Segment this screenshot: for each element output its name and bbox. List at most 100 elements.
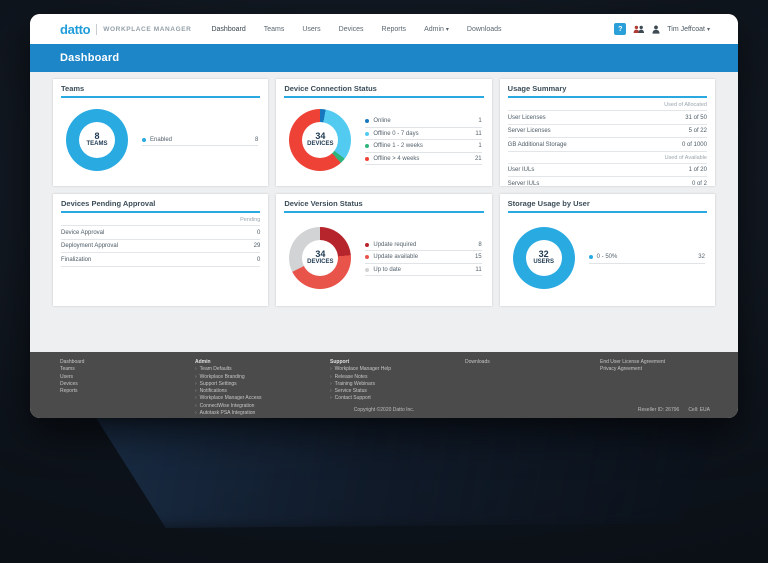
- nav-item-users[interactable]: Users: [302, 25, 321, 33]
- legend-label: Offline > 4 weeks: [373, 155, 420, 162]
- footer-legal-column: End User License Agreement Privacy Agree…: [600, 359, 710, 418]
- footer-link-autotask-psa-integration[interactable]: › Autotask PSA Integration: [195, 410, 330, 417]
- row-label: Finalization: [61, 256, 92, 263]
- footer-link-service-status[interactable]: › Service Status: [330, 388, 465, 395]
- pending-column-header: Pending: [61, 214, 261, 226]
- footer-link-notifications[interactable]: › Notifications: [195, 388, 330, 395]
- page-banner: Dashboard: [30, 44, 738, 72]
- legend-label: Up to date: [373, 266, 402, 273]
- nav-item-admin-label: Admin: [424, 25, 444, 33]
- card-device-connection-body: 34 DEVICES Online 1 Offline 0 - 7 days 1…: [284, 98, 483, 182]
- card-device-version-body: 34 DEVICES Update required 8 Update avai…: [284, 213, 483, 302]
- nav-item-admin[interactable]: Admin ▾: [424, 26, 449, 33]
- teams-count: 8: [94, 131, 100, 141]
- nav-item-dashboard[interactable]: Dashboard: [211, 25, 246, 33]
- footer-downloads-column: Downloads: [465, 359, 600, 418]
- table-row: User Licenses 31 of 50: [507, 111, 707, 125]
- legend-item: Offline > 4 weeks 21: [365, 153, 482, 165]
- footer-link-devices[interactable]: Devices: [60, 380, 78, 387]
- user-menu-label: Tim Jeffcoat: [667, 25, 705, 33]
- footer-link-release-notes[interactable]: › Release Notes: [330, 374, 465, 381]
- nav-item-teams[interactable]: Teams: [263, 25, 285, 33]
- chevron-down-icon: ▾: [706, 26, 710, 33]
- legend-value: 1: [478, 118, 482, 124]
- footer-link-privacy[interactable]: Privacy Agreement: [600, 366, 642, 373]
- footer-link-workplace-branding[interactable]: › Workplace Branding: [195, 374, 330, 381]
- devices-count: 34: [315, 248, 326, 259]
- row-label: Deployment Approval: [61, 243, 119, 249]
- teams-legend: Enabled 8: [142, 134, 259, 147]
- footer-link-workplace-manager-help[interactable]: › Workplace Manager Help: [330, 366, 465, 373]
- bullet-icon: ›: [195, 388, 197, 395]
- row-label: User Licenses: [507, 114, 546, 121]
- datto-logo: datto: [60, 21, 91, 37]
- devices-count-label: DEVICES: [307, 141, 334, 147]
- legend-value: 11: [475, 266, 482, 273]
- footer-support-header: Support: [330, 359, 350, 365]
- row-value: 31 of 50: [685, 114, 707, 121]
- row-value: 29: [253, 243, 261, 249]
- storage-donut-center: 32 USERS: [525, 239, 562, 276]
- footer-link-support-settings[interactable]: › Support Settings: [195, 381, 330, 388]
- footer-link-users[interactable]: Users: [60, 373, 74, 380]
- legend-value: 8: [254, 136, 259, 143]
- nav-item-devices[interactable]: Devices: [338, 25, 364, 33]
- footer-link-contact-support[interactable]: › Contact Support: [330, 395, 465, 402]
- user-menu[interactable]: Tim Jeffcoat ▾: [667, 26, 710, 33]
- bullet-icon: ›: [330, 366, 332, 373]
- card-devices-pending-title: Devices Pending Approval: [61, 199, 261, 213]
- connection-donut-chart: 34 DEVICES: [289, 109, 352, 171]
- footer-link-connectwise-integration[interactable]: › ConnectWise Integration: [195, 403, 330, 410]
- devices-count-label: DEVICES: [307, 258, 334, 265]
- nav-item-reports[interactable]: Reports: [381, 25, 407, 33]
- row-label: User IULs: [507, 167, 535, 173]
- footer-link-label: Support Settings: [199, 380, 237, 387]
- footer-link-team-defaults[interactable]: › Team Defaults: [195, 366, 330, 373]
- footer-link-training-webinars[interactable]: › Training Webinars: [330, 381, 465, 388]
- bullet-icon: ›: [330, 373, 332, 380]
- legend-item: Update required 8: [365, 239, 482, 252]
- row-value: 1 of 20: [688, 167, 707, 173]
- nav-item-downloads[interactable]: Downloads: [466, 25, 502, 33]
- version-legend: Update required 8 Update available 15 Up…: [365, 239, 482, 277]
- footer-link-eula[interactable]: End User License Agreement: [600, 359, 666, 365]
- footer-link-reports[interactable]: Reports: [60, 388, 78, 395]
- legend-label: Offline 0 - 7 days: [373, 130, 419, 137]
- legend-dot: [142, 137, 146, 142]
- user-icon[interactable]: [652, 25, 660, 34]
- chevron-down-icon: ▾: [445, 26, 449, 33]
- legend-value: 32: [698, 254, 705, 261]
- top-nav: datto WORKPLACE MANAGER Dashboard Teams …: [30, 14, 738, 44]
- legend-item: Up to date 11: [365, 264, 482, 277]
- card-device-connection: Device Connection Status 34 DEVICES Onli…: [276, 79, 492, 186]
- legend-item: Online 1: [365, 115, 482, 128]
- legend-value: 15: [474, 254, 482, 261]
- footer-nav-column: Dashboard Teams Users Devices Reports: [60, 359, 195, 418]
- card-device-connection-title: Device Connection Status: [284, 84, 484, 98]
- footer-link-label: Team Defaults: [199, 366, 232, 373]
- legend-value: 11: [475, 130, 482, 137]
- usage-section-header: Used of Available: [507, 152, 707, 164]
- footer-link-label: Release Notes: [334, 373, 368, 380]
- pending-approval-table: Pending Device Approval 0 Deployment App…: [61, 214, 261, 267]
- footer-link-label: Training Webinars: [334, 380, 375, 387]
- connection-donut-center: 34 DEVICES: [302, 122, 339, 158]
- storage-donut-chart: 32 USERS: [512, 226, 575, 289]
- page-title: Dashboard: [60, 52, 120, 64]
- table-row: Server IULs 0 of 2: [508, 177, 707, 187]
- card-devices-pending-approval: Devices Pending Approval Pending Device …: [53, 194, 269, 306]
- storage-legend: 0 - 50% 32: [588, 251, 705, 264]
- version-donut-chart: 34 DEVICES: [289, 226, 352, 289]
- footer-link-downloads[interactable]: Downloads: [465, 359, 490, 365]
- footer-link-teams[interactable]: Teams: [60, 366, 75, 373]
- footer-link-dashboard[interactable]: Dashboard: [60, 359, 85, 365]
- legend-label: Update available: [373, 254, 419, 261]
- users-status-icon[interactable]: [633, 25, 645, 34]
- card-usage-summary-title: Usage Summary: [507, 84, 707, 98]
- bullet-icon: ›: [195, 366, 197, 373]
- users-count: 32: [538, 248, 549, 259]
- legend-item: Enabled 8: [142, 134, 259, 147]
- teams-donut-center: 8 TEAMS: [79, 122, 115, 158]
- help-button[interactable]: ?: [614, 23, 627, 35]
- footer-link-workplace-manager-access[interactable]: › Workplace Manager Access: [195, 395, 330, 402]
